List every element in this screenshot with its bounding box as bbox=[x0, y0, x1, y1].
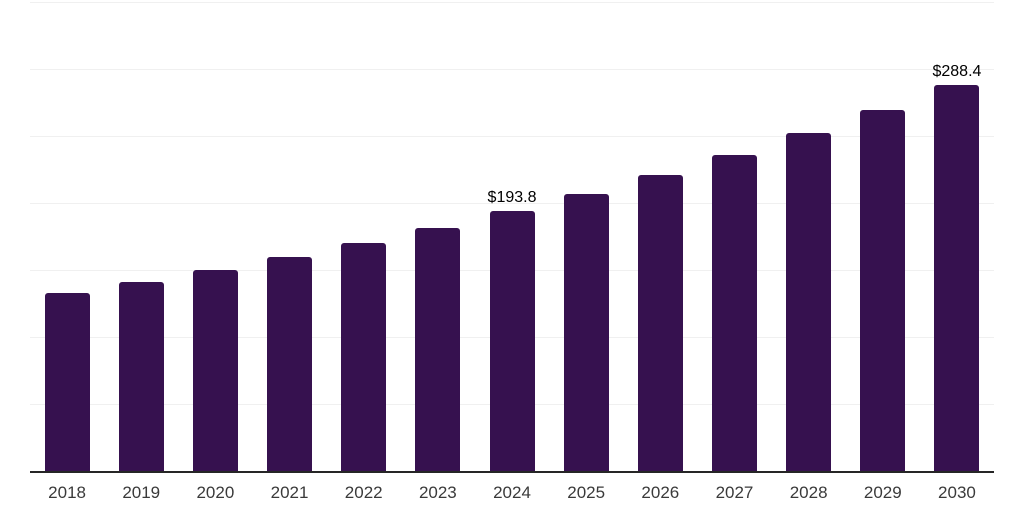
x-axis-labels: 2018 2019 2020 2021 2022 2023 2024 2025 2026 2027… bbox=[30, 484, 994, 501]
bar-2024 bbox=[489, 211, 535, 471]
bar-slot-2018 bbox=[30, 2, 104, 471]
x-tick-label-2030: 2030 bbox=[938, 483, 976, 502]
bar-slot-2029 bbox=[846, 2, 920, 471]
bar-2019 bbox=[118, 282, 164, 471]
gridline-250 bbox=[30, 136, 994, 137]
x-tick-label-2018: 2018 bbox=[48, 483, 86, 502]
bar-slot-2022 bbox=[327, 2, 401, 471]
bar-slot-2024: $193.8 bbox=[475, 2, 549, 471]
bar-slot-2023 bbox=[401, 2, 475, 471]
bar-2021 bbox=[267, 257, 313, 471]
bar-slot-2030: $288.4 bbox=[920, 2, 994, 471]
bars: $193.8 $288.4 bbox=[30, 2, 994, 471]
bar-2029 bbox=[860, 109, 906, 471]
bar-slot-2025 bbox=[549, 2, 623, 471]
gridline-200 bbox=[30, 203, 994, 204]
bar-2025 bbox=[563, 193, 609, 471]
bar-2027 bbox=[711, 154, 757, 471]
x-tick-label-2026: 2026 bbox=[641, 483, 680, 502]
x-tick-label-2028: 2028 bbox=[789, 483, 828, 502]
bar-2020 bbox=[192, 269, 238, 471]
data-label-2024: $193.8 bbox=[487, 189, 537, 207]
x-tick-label-2021: 2021 bbox=[270, 483, 309, 502]
gridline-300 bbox=[30, 69, 994, 70]
bar-2030 bbox=[934, 84, 980, 471]
x-tick-label-2027: 2027 bbox=[715, 483, 754, 502]
bar-2028 bbox=[786, 133, 832, 471]
gridline-350 bbox=[30, 2, 994, 3]
x-tick-label-2029: 2029 bbox=[863, 483, 902, 502]
x-tick-label-2024: 2024 bbox=[493, 483, 531, 502]
x-tick-label-2022: 2022 bbox=[344, 483, 383, 502]
bar-slot-2019 bbox=[104, 2, 178, 471]
bar-2022 bbox=[341, 243, 387, 471]
bar-slot-2021 bbox=[252, 2, 326, 471]
bar-slot-2020 bbox=[178, 2, 252, 471]
bar-2023 bbox=[415, 228, 461, 471]
bar-slot-2027 bbox=[697, 2, 771, 471]
bar-2026 bbox=[637, 174, 683, 471]
x-tick-label-2023: 2023 bbox=[418, 483, 457, 502]
bar-slot-2028 bbox=[772, 2, 846, 471]
plot-area: $193.8 $288.4 bbox=[30, 2, 994, 473]
x-tick-label-2025: 2025 bbox=[567, 483, 606, 502]
data-label-2030: $288.4 bbox=[932, 62, 982, 80]
x-tick-label-2020: 2020 bbox=[196, 483, 235, 502]
bar-slot-2026 bbox=[623, 2, 697, 471]
bar-2018 bbox=[44, 293, 90, 471]
x-tick-label-2019: 2019 bbox=[122, 483, 161, 502]
